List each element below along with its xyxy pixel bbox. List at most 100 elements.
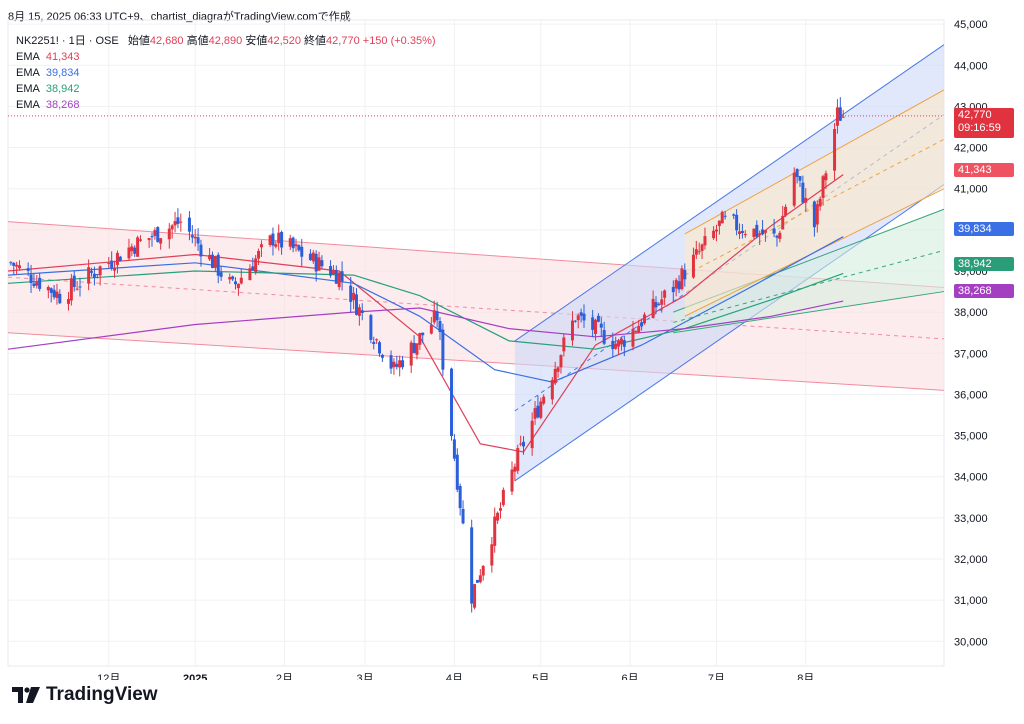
candle-body — [274, 244, 278, 247]
symbol-label[interactable]: NK2251! · 1日 · OSE — [16, 35, 119, 47]
candle-body — [46, 286, 50, 291]
candle-body — [337, 272, 341, 288]
channel-upper-line — [684, 89, 945, 235]
price-chart[interactable]: 30,000 31,000 32,000 33,000 34,000 35,000 36,0… — [0, 0, 1024, 680]
countdown-value: 09:16:59 — [958, 122, 1001, 134]
candle-body — [501, 489, 505, 505]
candle-body — [248, 268, 252, 281]
legend-ema-1[interactable]: EMA 41,343 — [16, 49, 436, 65]
candle-body — [703, 236, 707, 246]
candle-body — [671, 286, 675, 293]
candle-body — [654, 302, 658, 308]
x-tick-label: 8月 — [797, 673, 814, 680]
candle-body — [582, 313, 586, 321]
candle-body — [680, 268, 684, 289]
candle-body — [617, 340, 621, 347]
ema-line — [7, 174, 844, 453]
open-label: 始値 — [127, 35, 150, 47]
x-tick-label: 4月 — [446, 673, 463, 680]
candle-body — [52, 289, 56, 298]
candle-body — [196, 237, 200, 244]
high-value: 42,890 — [208, 35, 243, 47]
ema-price-tag-3: 38,942 — [954, 257, 1014, 271]
candle-body — [314, 253, 318, 272]
legend-ema-3[interactable]: EMA 38,942 — [16, 81, 436, 97]
candle-body — [735, 214, 739, 231]
candle-body — [470, 527, 474, 604]
candle-body — [280, 231, 284, 248]
candle-body — [637, 325, 641, 334]
candle-body — [640, 322, 644, 327]
candle-body — [553, 368, 557, 384]
tradingview-logo[interactable]: TradingView — [12, 684, 158, 706]
candle-body — [113, 267, 117, 271]
candle-body — [821, 176, 825, 198]
candle-body — [257, 250, 261, 259]
candle-body — [12, 262, 16, 266]
candle-body — [167, 228, 171, 240]
candle-body — [69, 278, 73, 301]
candle-body — [752, 228, 756, 237]
candle-body — [723, 215, 727, 217]
low-label: 安値 — [245, 35, 268, 47]
candle-body — [75, 288, 79, 290]
channel-median-line — [673, 249, 945, 323]
y-tick-label: 35,000 — [954, 431, 988, 443]
candle-body — [683, 270, 687, 280]
candle-body — [591, 317, 595, 330]
candle-body — [173, 221, 177, 226]
brand-name: TradingView — [46, 684, 158, 705]
candle-body — [208, 254, 212, 260]
candle-body — [519, 443, 523, 445]
channel-fill — [673, 209, 944, 333]
legend-ema-2[interactable]: EMA 39,834 — [16, 65, 436, 81]
candle-body — [510, 469, 514, 492]
candle-body — [372, 341, 376, 344]
candle-body — [401, 360, 405, 368]
candle-body — [118, 256, 122, 262]
candle-body — [838, 107, 842, 121]
ema-line — [7, 270, 844, 350]
candle-body — [720, 211, 724, 224]
candle-body — [35, 281, 39, 286]
candle-body — [594, 319, 598, 334]
candle-body — [15, 264, 19, 267]
candle-body — [231, 276, 235, 280]
candle-body — [660, 299, 664, 305]
ema-label: EMA — [16, 83, 40, 95]
ema-price-tag-1: 41,343 — [954, 163, 1014, 177]
candle-body — [772, 228, 776, 234]
candle-body — [409, 342, 413, 366]
candle-body — [743, 234, 747, 236]
ema-price-tag-4: 38,268 — [954, 284, 1014, 298]
candle-body — [352, 292, 356, 300]
candle-body — [691, 254, 695, 278]
x-tick-label: 2025 — [183, 673, 207, 680]
ema-value: 39,834 — [45, 67, 80, 79]
candle-body — [458, 485, 462, 509]
candle-body — [153, 230, 157, 236]
candle-body — [349, 285, 353, 302]
candle-body — [133, 247, 137, 254]
candle-body — [179, 221, 183, 223]
candle-body — [277, 232, 281, 244]
candle-body — [441, 329, 445, 370]
candle-body — [778, 232, 782, 239]
candle-body — [815, 204, 819, 225]
candle-body — [421, 332, 425, 336]
x-tick-label: 7月 — [708, 673, 725, 680]
candle-body — [798, 176, 802, 181]
candle-body — [176, 217, 180, 224]
legend-ema-4[interactable]: EMA 38,268 — [16, 97, 436, 113]
candle-body — [156, 227, 160, 242]
candle-body — [490, 544, 494, 566]
candle-body — [26, 268, 30, 271]
high-label: 高値 — [186, 35, 209, 47]
candle-body — [320, 260, 324, 267]
channel-lower-line — [673, 291, 945, 334]
candle-body — [329, 266, 333, 276]
candle-body — [216, 254, 220, 276]
candle-body — [49, 288, 53, 293]
candle-body — [193, 236, 197, 239]
candle-body — [697, 251, 701, 253]
